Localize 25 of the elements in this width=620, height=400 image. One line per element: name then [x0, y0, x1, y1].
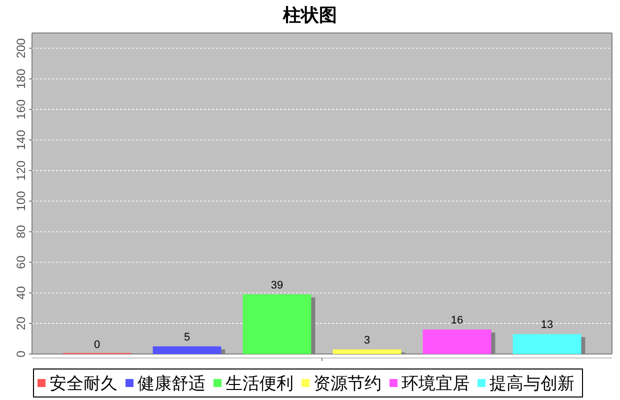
- data-label: 0: [94, 339, 100, 351]
- y-tick-label: 60: [14, 255, 28, 269]
- y-tick-label: 80: [14, 224, 28, 238]
- y-tick-label: 180: [14, 68, 28, 89]
- legend-label: 健康舒适: [138, 374, 206, 393]
- y-tick-label: 40: [14, 286, 28, 300]
- legend-label: 生活便利: [226, 374, 294, 393]
- bar: [332, 349, 402, 354]
- y-tick-label: 120: [14, 160, 28, 181]
- legend-label: 提高与创新: [490, 374, 574, 393]
- y-tick-label: 140: [14, 130, 28, 150]
- chart-title: 柱状图: [282, 5, 337, 25]
- y-tick-label: 160: [14, 99, 28, 120]
- legend-label: 安全耐久: [50, 374, 118, 393]
- legend-label: 环境宜居: [402, 374, 470, 393]
- data-label: 3: [364, 334, 370, 346]
- y-tick-label: 0: [14, 350, 28, 358]
- legend-label: 资源节约: [314, 374, 382, 393]
- data-label: 39: [270, 279, 284, 292]
- y-tick-label: 200: [14, 38, 28, 58]
- y-tick-label: 100: [14, 190, 28, 212]
- y-tick-label: 20: [14, 316, 28, 330]
- data-label: 13: [540, 319, 554, 332]
- data-label: 16: [450, 314, 464, 327]
- data-label: 5: [184, 331, 190, 344]
